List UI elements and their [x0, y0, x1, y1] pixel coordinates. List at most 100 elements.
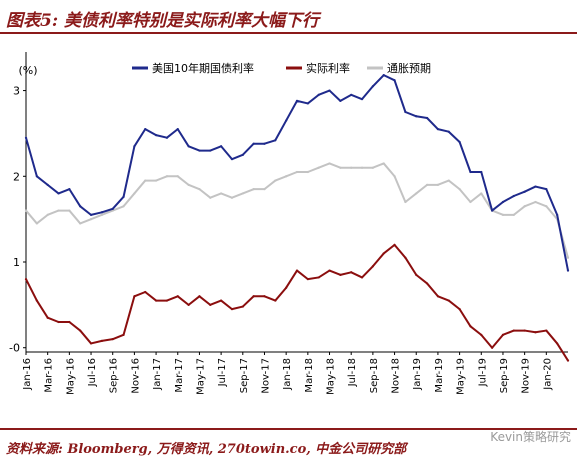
x-tick-label: Sep-17: [239, 358, 250, 393]
data-point: [220, 192, 223, 195]
data-point: [339, 166, 342, 169]
data-point: [144, 128, 147, 131]
x-tick-label: Jul-19: [477, 358, 488, 387]
x-tick-label: May-16: [65, 358, 76, 395]
data-point: [24, 278, 28, 281]
data-point: [111, 338, 114, 341]
series-0: [24, 74, 570, 272]
line-chart: 美国10年期国债利率 实际利率 通胀预期 (%) -0 1 2 3 Jan-16 Mar-16…: [9, 52, 570, 395]
legend-label: 通胀预期: [387, 62, 431, 75]
data-point: [46, 316, 49, 319]
data-point: [79, 329, 82, 332]
legend-label: 实际利率: [306, 61, 350, 75]
x-tick-label: Sep-18: [369, 358, 380, 393]
figure-title: 图表5: 美债利率特别是实际利率大幅下行: [6, 11, 320, 31]
data-point: [122, 195, 125, 198]
data-point: [154, 134, 158, 137]
data-point: [154, 179, 158, 182]
legend-label: 美国10年期国债利率: [152, 61, 254, 75]
data-point: [176, 128, 179, 131]
data-point: [545, 188, 548, 191]
data-point: [241, 305, 244, 308]
data-point: [306, 102, 309, 105]
data-point: [425, 116, 429, 120]
data-point: [241, 192, 244, 195]
chart-legend: 美国10年期国债利率 实际利率 通胀预期: [132, 61, 431, 75]
data-point: [436, 295, 440, 298]
data-point: [165, 175, 169, 178]
data-point: [425, 183, 429, 186]
data-point: [317, 166, 320, 169]
data-point: [436, 183, 440, 186]
data-point: [252, 142, 255, 145]
y-tick-label: 2: [13, 170, 20, 183]
data-point: [187, 145, 190, 148]
data-point: [350, 271, 353, 274]
series-line: [25, 243, 569, 362]
data-point: [393, 175, 396, 178]
data-point: [122, 333, 125, 336]
data-point: [68, 188, 71, 191]
data-point: [35, 175, 38, 178]
data-point: [415, 273, 418, 276]
data-point: [198, 295, 201, 298]
data-point: [165, 299, 169, 302]
data-point: [263, 188, 266, 191]
data-point: [209, 149, 212, 152]
x-tick-label: Mar-17: [174, 358, 185, 393]
data-point: [458, 188, 461, 191]
data-point: [339, 99, 342, 102]
data-point: [512, 194, 515, 198]
data-point: [469, 325, 472, 328]
data-point: [317, 276, 320, 279]
data-point: [57, 192, 60, 195]
data-point: [220, 299, 223, 302]
data-point: [187, 303, 190, 306]
data-point: [89, 213, 93, 216]
data-point: [360, 98, 364, 101]
data-point: [371, 166, 374, 169]
data-point: [469, 200, 472, 204]
data-point: [230, 308, 234, 311]
data-point: [209, 303, 212, 306]
x-tick-label: May-18: [326, 358, 337, 395]
data-point: [57, 320, 60, 324]
data-point: [523, 329, 526, 332]
series-layer: [24, 74, 570, 362]
data-point: [285, 286, 288, 289]
data-point: [501, 200, 505, 204]
x-tick-label: Mar-18: [304, 358, 315, 393]
data-point: [566, 359, 570, 362]
x-tick-label: Sep-19: [499, 358, 510, 393]
data-point: [46, 213, 49, 216]
data-point: [263, 142, 266, 145]
data-point: [100, 339, 103, 342]
data-point: [447, 130, 450, 133]
data-point: [350, 93, 353, 96]
data-point: [534, 200, 537, 204]
data-point: [274, 179, 277, 182]
data-point: [545, 329, 548, 332]
data-point: [263, 295, 266, 298]
x-tick-label: Jan-20: [542, 358, 553, 391]
series-1: [24, 243, 570, 362]
data-point: [469, 170, 472, 174]
data-point: [252, 188, 255, 191]
data-point: [35, 222, 38, 225]
x-tick-label: Nov-17: [260, 358, 271, 394]
chart-axes: -0 1 2 3 Jan-16 Mar-16 May-16 Jul-16 Sep-16 Nov-1…: [9, 52, 568, 395]
data-point: [328, 162, 331, 165]
x-tick-label: Jul-17: [217, 358, 228, 387]
x-tick-label: Nov-16: [130, 358, 141, 394]
data-point: [274, 139, 277, 142]
data-point: [566, 256, 570, 259]
data-point: [491, 346, 494, 349]
x-tick-label: Jan-17: [152, 358, 163, 391]
data-point: [512, 213, 515, 216]
data-point: [415, 115, 418, 118]
data-point: [371, 85, 374, 88]
x-tick-label: May-17: [195, 358, 206, 395]
figure-footer: 资料来源: Bloomberg, 万得资讯, 270towin.co, 中金公司…: [0, 428, 577, 461]
data-point: [285, 175, 288, 178]
data-point: [458, 308, 461, 311]
